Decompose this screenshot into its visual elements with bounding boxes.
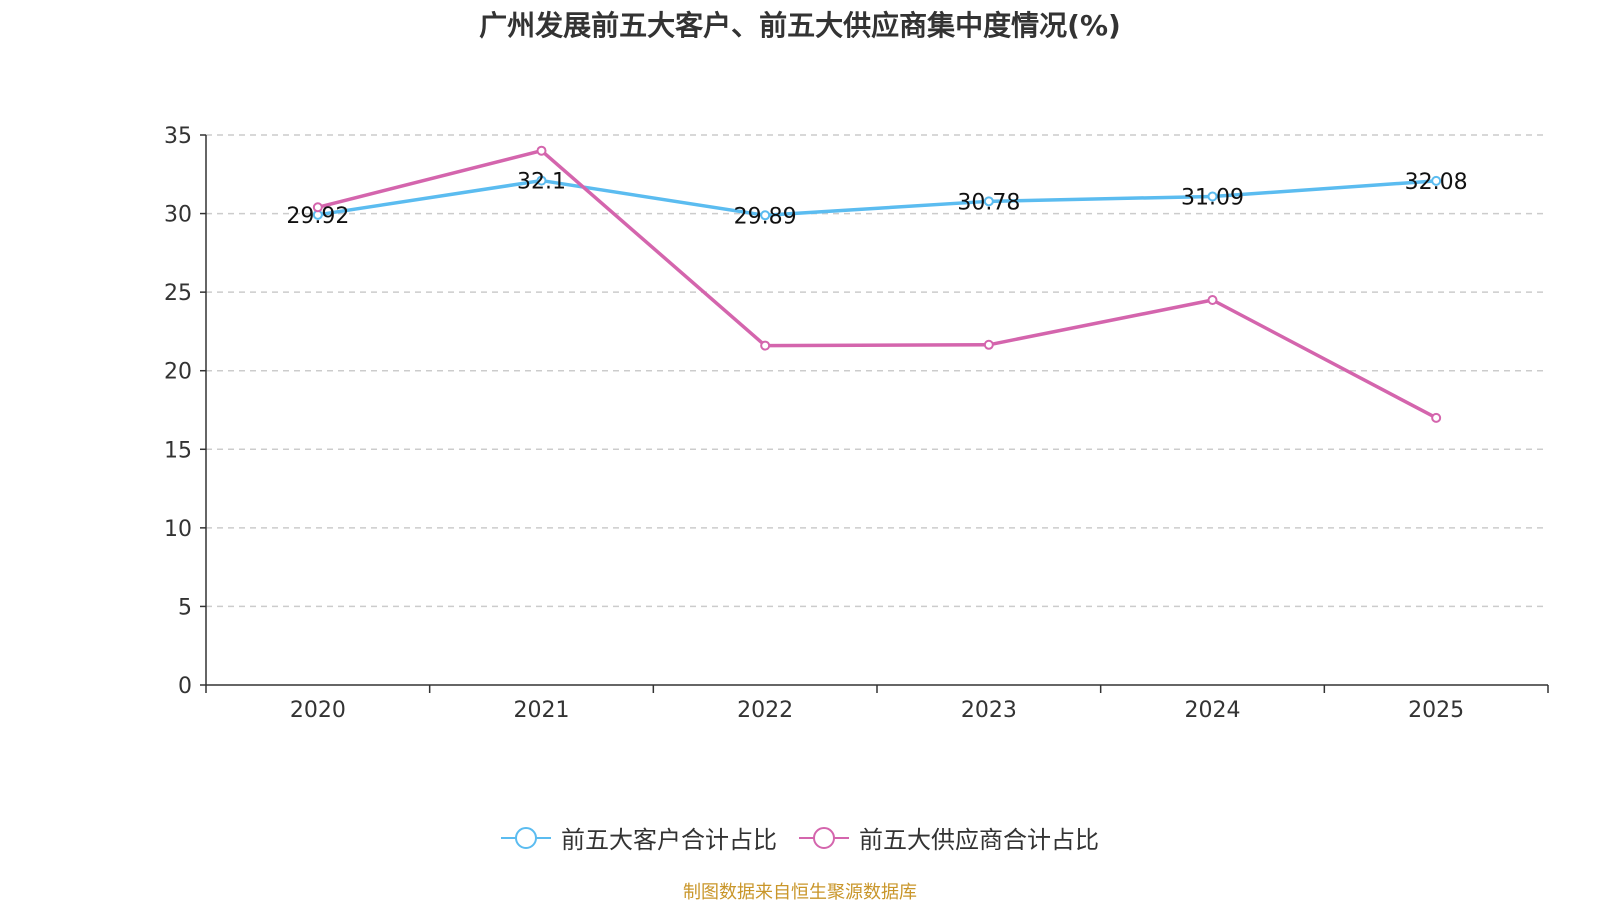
data-point — [536, 175, 547, 186]
y-tick-label: 15 — [164, 438, 192, 463]
data-point — [1207, 191, 1218, 202]
data-point — [983, 196, 994, 207]
data-label: 32.08 — [1405, 170, 1468, 195]
legend-line-circle-icon — [799, 826, 849, 849]
data-point — [1431, 175, 1442, 186]
x-tick-label: 2023 — [961, 698, 1017, 723]
data-point — [760, 340, 771, 351]
chart-title: 广州发展前五大客户、前五大供应商集中度情况(%) — [479, 9, 1121, 42]
x-tick-label: 2025 — [1408, 698, 1464, 723]
data-label: 29.92 — [286, 204, 349, 229]
legend-line-circle-icon — [501, 826, 551, 849]
legend-label-suppliers: 前五大供应商合计占比 — [859, 826, 1099, 854]
legend-item-customers[interactable]: 前五大客户合计占比 — [501, 820, 777, 855]
x-tick-label: 2024 — [1185, 698, 1241, 723]
data-point — [312, 202, 323, 213]
series-line-1 — [317, 148, 1437, 420]
y-tick-label: 10 — [164, 517, 192, 542]
x-tick-label: 2020 — [290, 698, 346, 723]
series-line-0 — [317, 178, 1437, 218]
y-tick-label: 35 — [164, 124, 192, 149]
data-point — [983, 339, 994, 350]
x-tick-label: 2021 — [514, 698, 570, 723]
y-tick-label: 5 — [178, 595, 192, 620]
data-point — [1431, 412, 1442, 423]
legend-label-customers: 前五大客户合计占比 — [561, 826, 777, 854]
y-tick-label: 30 — [164, 203, 192, 228]
data-label: 32.1 — [517, 170, 566, 195]
data-label: 31.09 — [1181, 185, 1244, 210]
data-label: 30.78 — [957, 190, 1020, 215]
x-tick-label: 2022 — [737, 698, 793, 723]
data-label: 29.89 — [734, 204, 797, 229]
data-point — [1207, 295, 1218, 305]
data-point — [536, 145, 547, 156]
legend-item-suppliers[interactable]: 前五大供应商合计占比 — [799, 820, 1099, 855]
y-tick-label: 20 — [164, 360, 192, 385]
source-note: 制图数据来自恒生聚源数据库 — [683, 882, 917, 903]
legend: 前五大客户合计占比 前五大供应商合计占比 — [0, 820, 1600, 855]
y-tick-label: 25 — [164, 281, 192, 306]
data-point — [760, 210, 771, 221]
y-tick-label: 0 — [178, 674, 192, 699]
